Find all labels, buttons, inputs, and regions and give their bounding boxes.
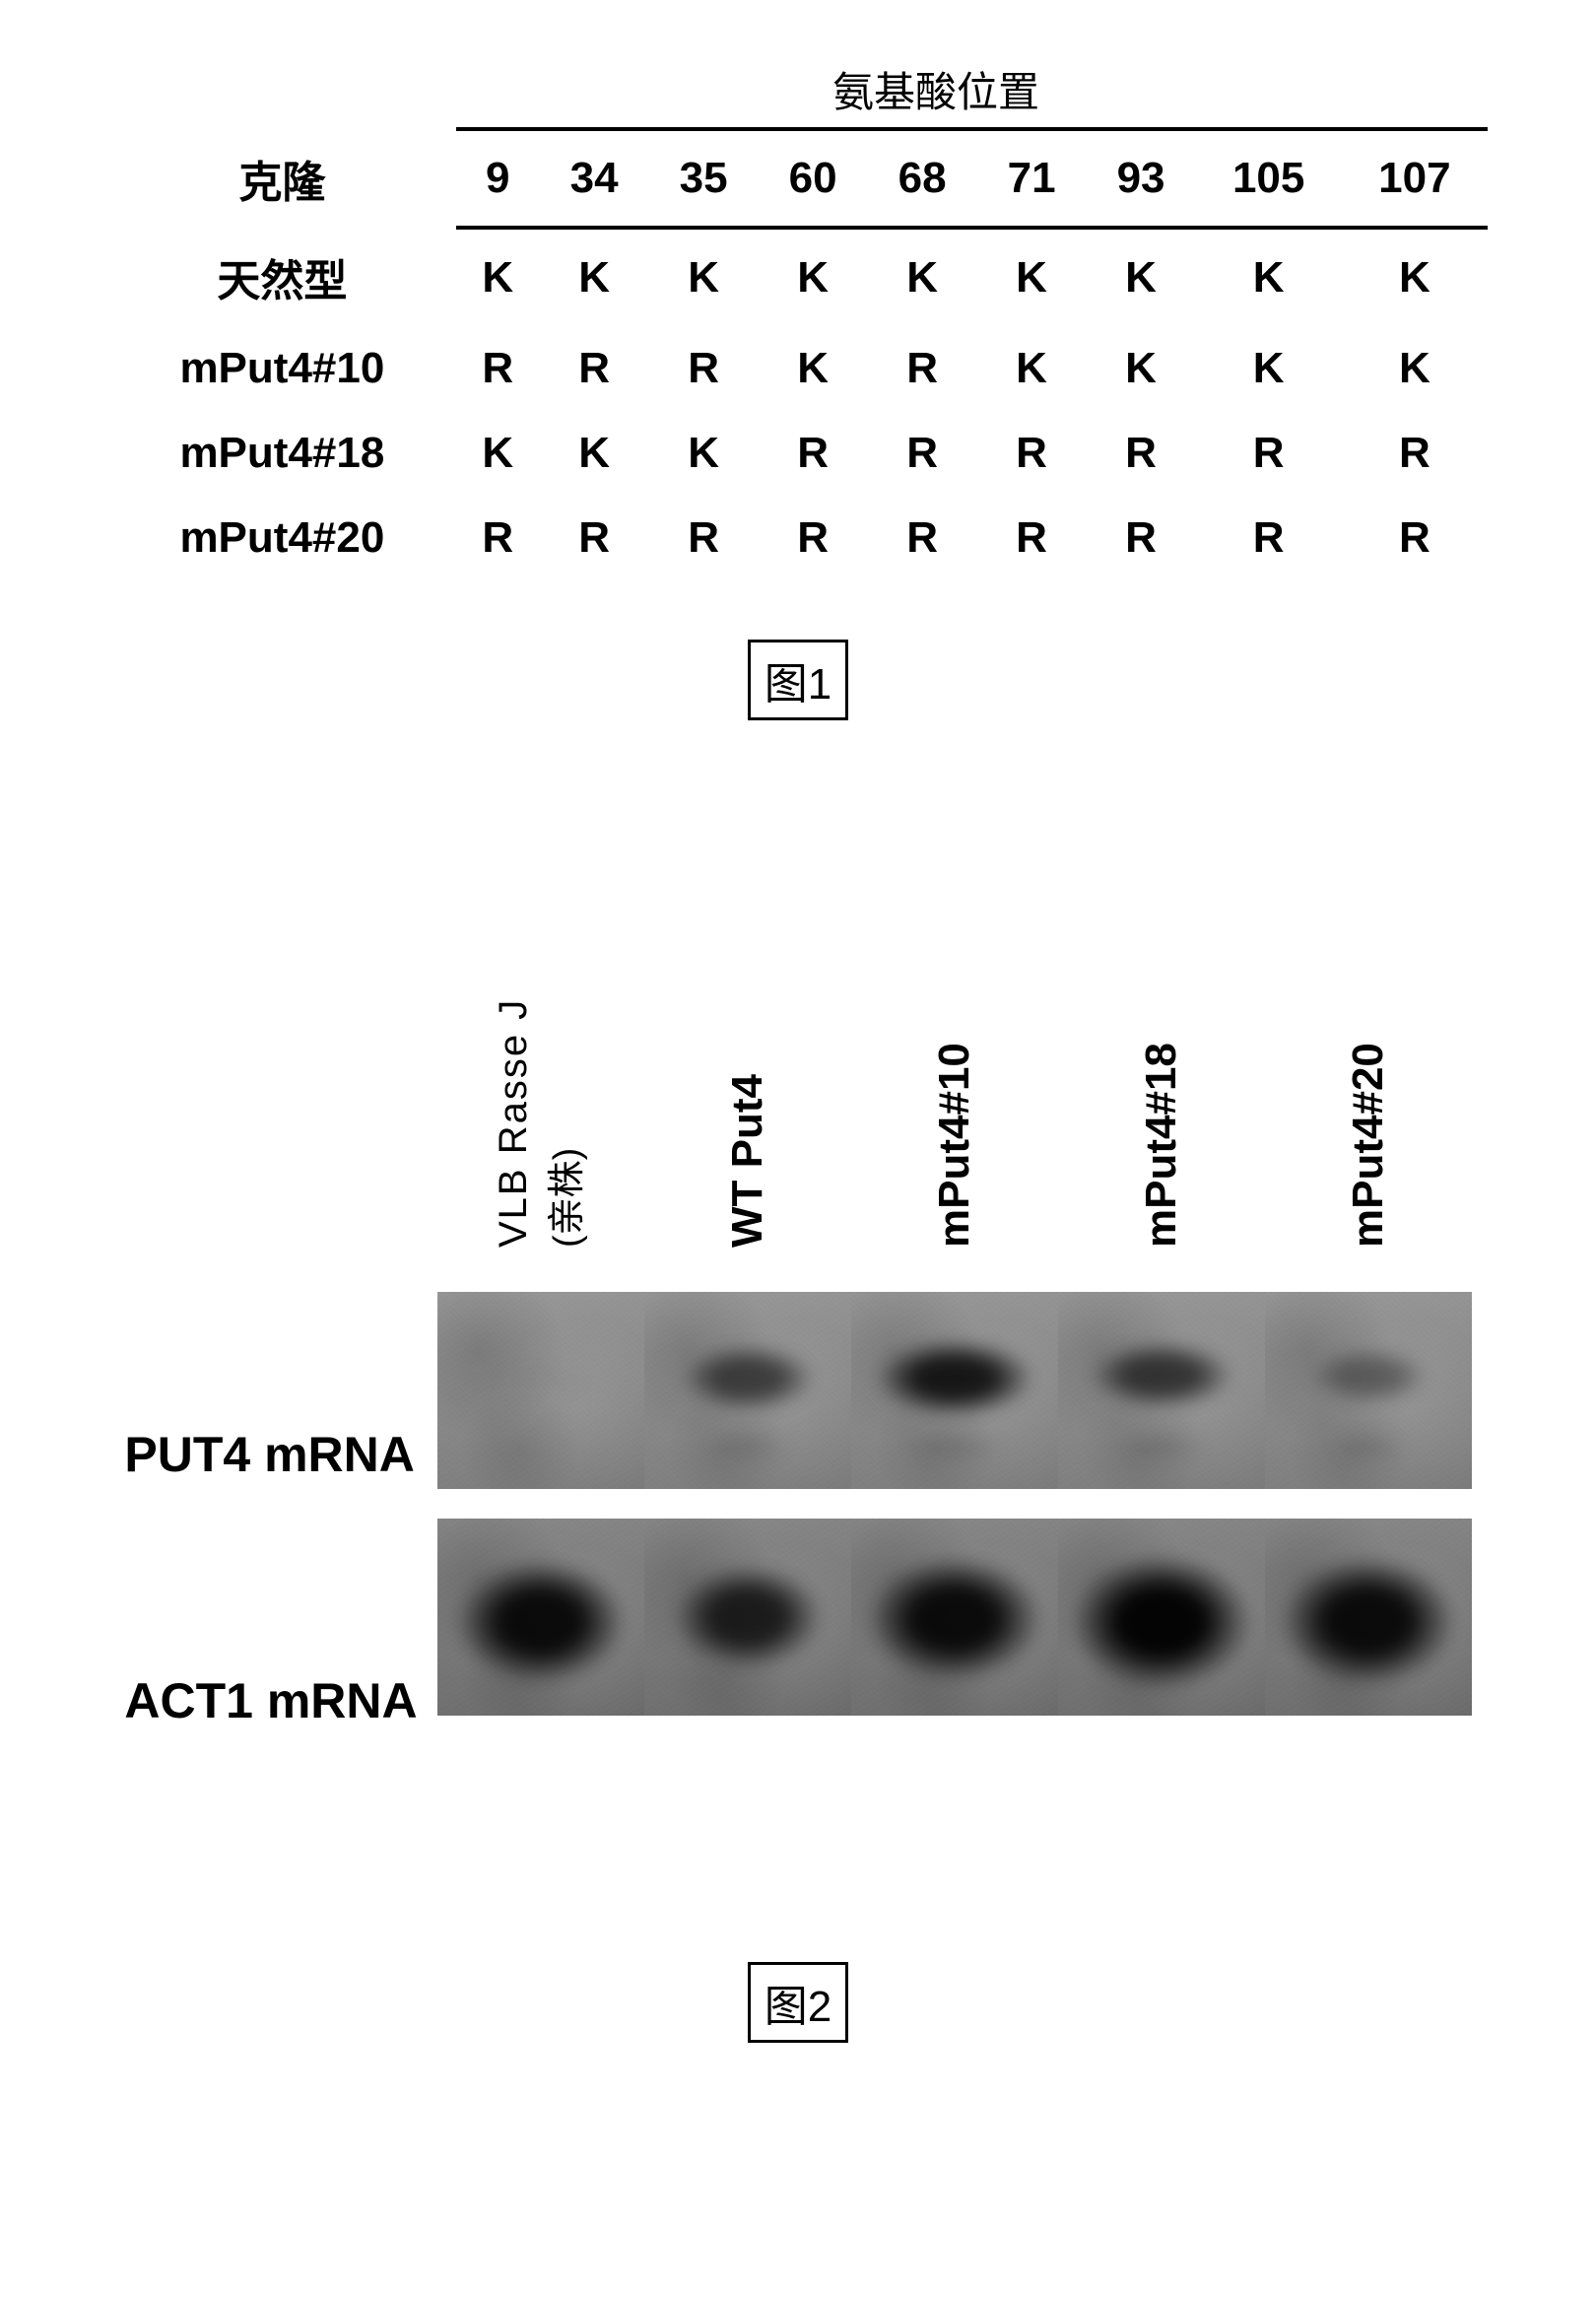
figure1-table-container: 氨基酸位置 克隆 9 34 35 60 68 71 93 105 107 天然型… (108, 39, 1488, 580)
figure2-caption: 图2 (748, 1962, 848, 2043)
amino-acid-cell: K (868, 228, 977, 326)
blot-lane (437, 1292, 644, 1489)
amino-acid-cell: K (649, 228, 759, 326)
position-header: 71 (977, 129, 1087, 228)
amino-acid-cell: K (540, 228, 649, 326)
amino-acid-cell: R (1342, 496, 1488, 580)
position-header: 93 (1087, 129, 1196, 228)
amino-acid-cell: R (540, 496, 649, 580)
table-row: 天然型KKKKKKKKK (108, 228, 1488, 326)
lane-header-label: mPut4#20 (1339, 1041, 1398, 1248)
amino-acid-cell: R (868, 411, 977, 496)
blot-lane (644, 1519, 851, 1716)
amino-acid-cell: K (456, 228, 540, 326)
blot-lane (851, 1519, 1058, 1716)
amino-acid-cell: K (977, 326, 1087, 411)
table-row: mPut4#20RRRRRRRRR (108, 496, 1488, 580)
lanes-area: VLB Rasse J(亲株) WT Put4 mPut4#10 mPut4#18 mP… (437, 977, 1472, 1745)
position-header: 68 (868, 129, 977, 228)
position-header: 105 (1196, 129, 1342, 228)
amino-acid-cell: R (759, 411, 868, 496)
lane-headers: VLB Rasse J(亲株) WT Put4 mPut4#10 mPut4#18 mP… (437, 977, 1472, 1292)
amino-acid-cell: R (1087, 411, 1196, 496)
clone-data-table: 克隆 9 34 35 60 68 71 93 105 107 天然型KKKKKK… (108, 127, 1488, 580)
blot-lane (1058, 1519, 1265, 1716)
lane-header-label: mPut4#10 (925, 1041, 984, 1248)
amino-acid-cell: K (1087, 228, 1196, 326)
blot-lane (1058, 1292, 1265, 1489)
lane-header-label: VLB Rasse J(亲株) (511, 1041, 570, 1248)
amino-acid-cell: K (1087, 326, 1196, 411)
amino-acid-cell: R (868, 326, 977, 411)
amino-acid-cell: R (649, 496, 759, 580)
clone-name: mPut4#10 (108, 326, 456, 411)
table-row: mPut4#10RRRKRKKKK (108, 326, 1488, 411)
figure1-caption: 图1 (748, 640, 848, 720)
amino-acid-cell: K (456, 411, 540, 496)
blot-row-label: ACT1 mRNA (124, 1578, 417, 1824)
blot-strip (437, 1292, 1472, 1489)
blot-row-label: PUT4 mRNA (124, 1331, 417, 1578)
amino-acid-cell: K (1196, 228, 1342, 326)
table-row: mPut4#18KKKRRRRRR (108, 411, 1488, 496)
blot-strip (437, 1519, 1472, 1716)
amino-acid-cell: K (1342, 228, 1488, 326)
blot-lane (1265, 1519, 1472, 1716)
position-header: 60 (759, 129, 868, 228)
blot-row-labels: PUT4 mRNAACT1 mRNA (124, 977, 417, 1824)
amino-acid-cell: R (977, 411, 1087, 496)
amino-acid-cell: R (868, 496, 977, 580)
clone-column-header: 克隆 (108, 129, 456, 228)
blot-lane (644, 1292, 851, 1489)
position-header: 107 (1342, 129, 1488, 228)
lane-header-label: mPut4#18 (1132, 1041, 1191, 1248)
position-header: 34 (540, 129, 649, 228)
blot-lane (851, 1292, 1058, 1489)
position-header: 9 (456, 129, 540, 228)
blot-lane (437, 1519, 644, 1716)
amino-acid-cell: R (1342, 411, 1488, 496)
amino-acid-position-label: 氨基酸位置 (384, 59, 1488, 119)
position-header: 35 (649, 129, 759, 228)
clone-name: mPut4#20 (108, 496, 456, 580)
amino-acid-cell: R (456, 326, 540, 411)
clone-name: 天然型 (108, 228, 456, 326)
amino-acid-cell: K (649, 411, 759, 496)
amino-acid-cell: K (1342, 326, 1488, 411)
amino-acid-cell: R (456, 496, 540, 580)
table-header-row: 克隆 9 34 35 60 68 71 93 105 107 (108, 129, 1488, 228)
amino-acid-cell: K (759, 326, 868, 411)
blot-strips-container (437, 1292, 1472, 1745)
amino-acid-cell: R (977, 496, 1087, 580)
amino-acid-cell: K (540, 411, 649, 496)
amino-acid-cell: K (977, 228, 1087, 326)
amino-acid-cell: R (649, 326, 759, 411)
amino-acid-cell: R (1196, 411, 1342, 496)
amino-acid-cell: K (1196, 326, 1342, 411)
amino-acid-cell: R (1087, 496, 1196, 580)
amino-acid-cell: R (759, 496, 868, 580)
amino-acid-cell: R (540, 326, 649, 411)
clone-name: mPut4#18 (108, 411, 456, 496)
figure2-container: PUT4 mRNAACT1 mRNA VLB Rasse J(亲株) WT Put… (59, 977, 1537, 1824)
amino-acid-cell: R (1196, 496, 1342, 580)
lane-header-label: WT Put4 (718, 1041, 777, 1248)
blot-area: PUT4 mRNAACT1 mRNA VLB Rasse J(亲株) WT Put… (59, 977, 1537, 1824)
blot-lane (1265, 1292, 1472, 1489)
table-body: 天然型KKKKKKKKKmPut4#10RRRKRKKKKmPut4#18KKK… (108, 228, 1488, 580)
amino-acid-cell: K (759, 228, 868, 326)
